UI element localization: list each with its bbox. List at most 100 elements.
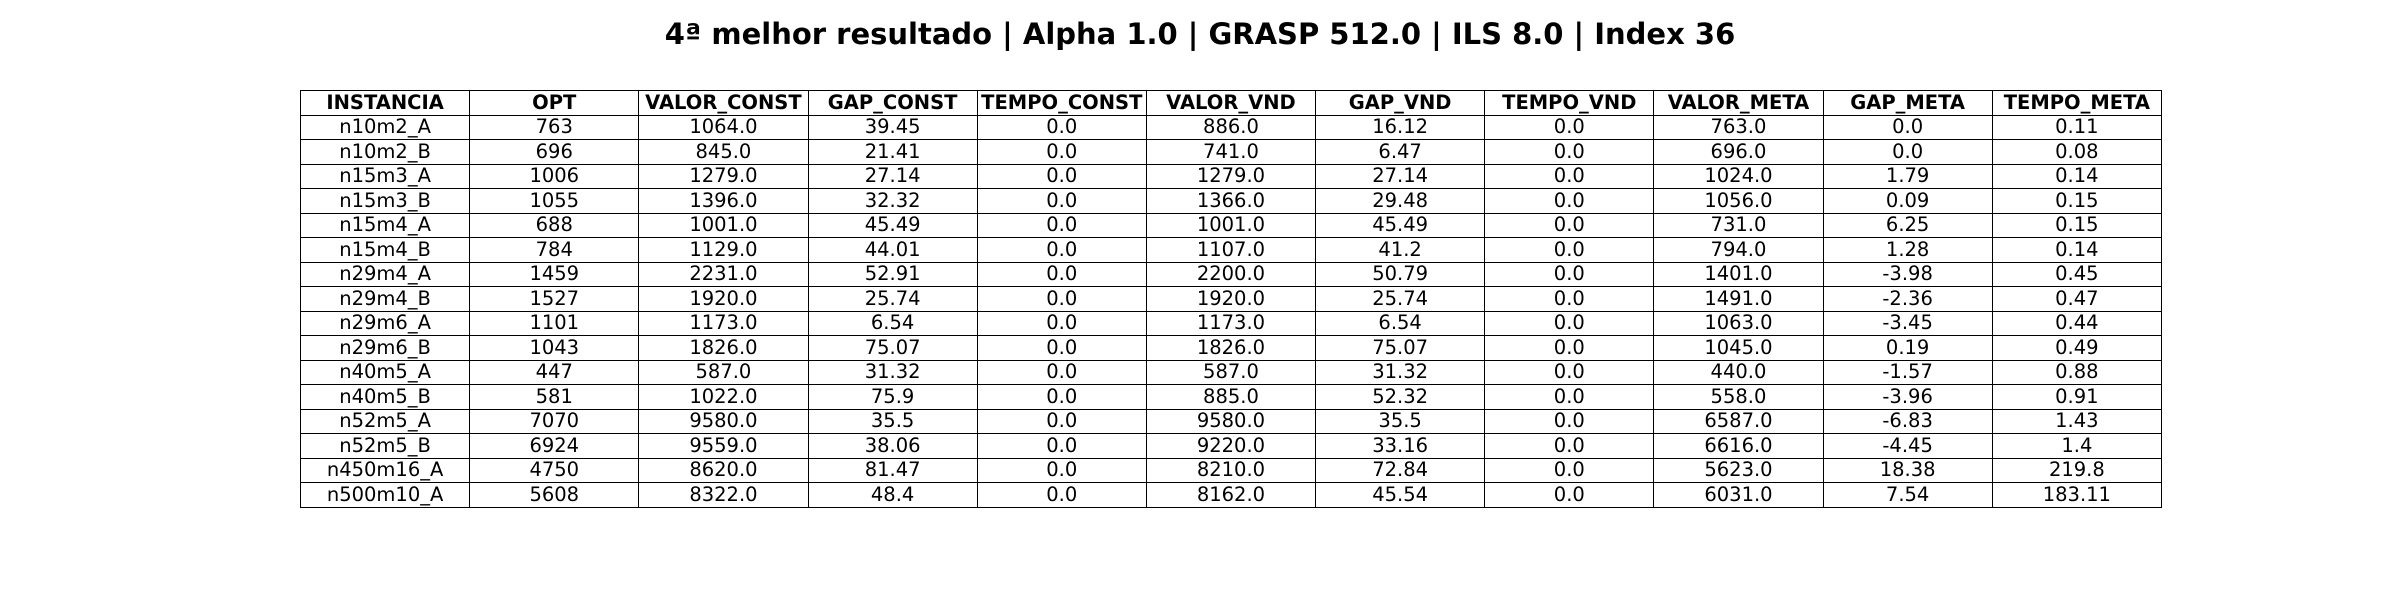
table-cell-gap-vnd: 35.5 — [1315, 408, 1486, 434]
table-cell-valor-vnd: 8210.0 — [1145, 457, 1317, 483]
table-cell-tempo-const: 0.0 — [976, 212, 1147, 238]
table-cell-instancia: n29m6_A — [299, 310, 471, 336]
column-header-tempo-vnd: TEMPO_VND — [1484, 90, 1655, 116]
table-cell-tempo-meta: 0.49 — [1991, 335, 2163, 361]
table-cell-tempo-vnd: 0.0 — [1484, 163, 1655, 189]
table-cell-opt: 696 — [469, 139, 640, 165]
table-cell-valor-meta: 1491.0 — [1653, 286, 1824, 312]
table-cell-gap-meta: -6.83 — [1822, 408, 1993, 434]
table-cell-valor-meta: 6031.0 — [1653, 482, 1824, 508]
table-cell-opt: 1006 — [469, 163, 640, 189]
table-cell-gap-const: 48.4 — [807, 482, 978, 508]
table-cell-tempo-const: 0.0 — [976, 237, 1147, 263]
table-cell-gap-meta: -3.45 — [1822, 310, 1993, 336]
table-cell-tempo-vnd: 0.0 — [1484, 286, 1655, 312]
table-cell-valor-meta: 558.0 — [1653, 384, 1824, 410]
table-cell-tempo-const: 0.0 — [976, 482, 1147, 508]
table-cell-gap-meta: -3.98 — [1822, 261, 1993, 287]
table-cell-valor-meta: 6587.0 — [1653, 408, 1824, 434]
table-cell-tempo-meta: 0.15 — [1991, 188, 2163, 214]
table-cell-tempo-meta: 1.4 — [1991, 433, 2163, 459]
table-cell-valor-vnd: 1001.0 — [1145, 212, 1317, 238]
table-cell-tempo-meta: 0.91 — [1991, 384, 2163, 410]
table-row: n15m3_B 1055 1396.0 32.32 0.0 1366.0 29.48 0.0 1… — [299, 188, 2163, 214]
column-header-valor-const: VALOR_CONST — [638, 90, 809, 116]
table-row: n10m2_A 763 1064.0 39.45 0.0 886.0 16.12 0.0 763… — [299, 114, 2163, 140]
table-cell-valor-vnd: 1826.0 — [1145, 335, 1317, 361]
table-cell-valor-const: 1396.0 — [638, 188, 809, 214]
table-cell-valor-vnd: 741.0 — [1145, 139, 1317, 165]
table-cell-tempo-meta: 0.45 — [1991, 261, 2163, 287]
table-cell-gap-const: 44.01 — [807, 237, 978, 263]
table-cell-gap-vnd: 45.49 — [1315, 212, 1486, 238]
table-cell-opt: 7070 — [469, 408, 640, 434]
table-cell-gap-vnd: 72.84 — [1315, 457, 1486, 483]
table-cell-valor-const: 9580.0 — [638, 408, 809, 434]
table-cell-tempo-const: 0.0 — [976, 114, 1147, 140]
table-cell-gap-const: 38.06 — [807, 433, 978, 459]
table-cell-gap-vnd: 25.74 — [1315, 286, 1486, 312]
table-cell-instancia: n40m5_A — [299, 359, 471, 385]
column-header-instancia: INSTANCIA — [299, 90, 471, 116]
table-cell-tempo-vnd: 0.0 — [1484, 408, 1655, 434]
table-cell-gap-const: 75.07 — [807, 335, 978, 361]
table-cell-tempo-vnd: 0.0 — [1484, 335, 1655, 361]
table-cell-tempo-const: 0.0 — [976, 457, 1147, 483]
table-cell-valor-meta: 5623.0 — [1653, 457, 1824, 483]
table-cell-opt: 1459 — [469, 261, 640, 287]
table-cell-gap-const: 27.14 — [807, 163, 978, 189]
table-cell-tempo-const: 0.0 — [976, 408, 1147, 434]
table-cell-tempo-meta: 0.14 — [1991, 163, 2163, 189]
table-cell-valor-meta: 763.0 — [1653, 114, 1824, 140]
table-cell-gap-const: 81.47 — [807, 457, 978, 483]
table-row: n29m4_B 1527 1920.0 25.74 0.0 1920.0 25.74 0.0 1… — [299, 286, 2163, 312]
table-cell-tempo-vnd: 0.0 — [1484, 310, 1655, 336]
column-header-tempo-meta: TEMPO_META — [1991, 90, 2163, 116]
table-cell-gap-const: 6.54 — [807, 310, 978, 336]
table-cell-valor-vnd: 1173.0 — [1145, 310, 1317, 336]
table-cell-valor-const: 1129.0 — [638, 237, 809, 263]
table-cell-opt: 688 — [469, 212, 640, 238]
table-cell-gap-const: 21.41 — [807, 139, 978, 165]
table-cell-tempo-vnd: 0.0 — [1484, 212, 1655, 238]
table-cell-gap-meta: 0.0 — [1822, 139, 1993, 165]
table-cell-gap-meta: -4.45 — [1822, 433, 1993, 459]
table-cell-valor-meta: 1063.0 — [1653, 310, 1824, 336]
table-cell-tempo-meta: 1.43 — [1991, 408, 2163, 434]
table-cell-tempo-meta: 219.8 — [1991, 457, 2163, 483]
table-cell-valor-vnd: 1366.0 — [1145, 188, 1317, 214]
table-cell-tempo-meta: 0.11 — [1991, 114, 2163, 140]
table-cell-gap-meta: -2.36 — [1822, 286, 1993, 312]
table-cell-tempo-const: 0.0 — [976, 359, 1147, 385]
table-cell-valor-const: 1022.0 — [638, 384, 809, 410]
table-cell-instancia: n500m10_A — [299, 482, 471, 508]
table-cell-gap-const: 31.32 — [807, 359, 978, 385]
table-cell-opt: 5608 — [469, 482, 640, 508]
table-cell-valor-vnd: 1279.0 — [1145, 163, 1317, 189]
table-cell-tempo-const: 0.0 — [976, 139, 1147, 165]
table-cell-valor-meta: 440.0 — [1653, 359, 1824, 385]
table-cell-valor-meta: 1045.0 — [1653, 335, 1824, 361]
table-cell-instancia: n10m2_A — [299, 114, 471, 140]
table-cell-instancia: n450m16_A — [299, 457, 471, 483]
table-cell-gap-vnd: 33.16 — [1315, 433, 1486, 459]
table-row: n15m4_B 784 1129.0 44.01 0.0 1107.0 41.2 0.0 794… — [299, 237, 2163, 263]
table-cell-gap-meta: 18.38 — [1822, 457, 1993, 483]
table-row: n29m4_A 1459 2231.0 52.91 0.0 2200.0 50.79 0.0 1… — [299, 261, 2163, 287]
table-cell-gap-vnd: 45.54 — [1315, 482, 1486, 508]
table-row: n40m5_A 447 587.0 31.32 0.0 587.0 31.32 0.0 440.… — [299, 359, 2163, 385]
table-cell-gap-const: 45.49 — [807, 212, 978, 238]
table-cell-valor-vnd: 1920.0 — [1145, 286, 1317, 312]
table-cell-gap-meta: 7.54 — [1822, 482, 1993, 508]
table-cell-instancia: n29m4_B — [299, 286, 471, 312]
table-cell-tempo-vnd: 0.0 — [1484, 139, 1655, 165]
table-cell-opt: 581 — [469, 384, 640, 410]
table-row: n500m10_A 5608 8322.0 48.4 0.0 8162.0 45.54 0.0… — [299, 482, 2163, 508]
table-cell-tempo-const: 0.0 — [976, 335, 1147, 361]
table-cell-tempo-vnd: 0.0 — [1484, 433, 1655, 459]
table-cell-gap-meta: 0.09 — [1822, 188, 1993, 214]
table-cell-gap-const: 25.74 — [807, 286, 978, 312]
table-cell-opt: 763 — [469, 114, 640, 140]
table-cell-gap-meta: 6.25 — [1822, 212, 1993, 238]
table-cell-tempo-meta: 0.88 — [1991, 359, 2163, 385]
